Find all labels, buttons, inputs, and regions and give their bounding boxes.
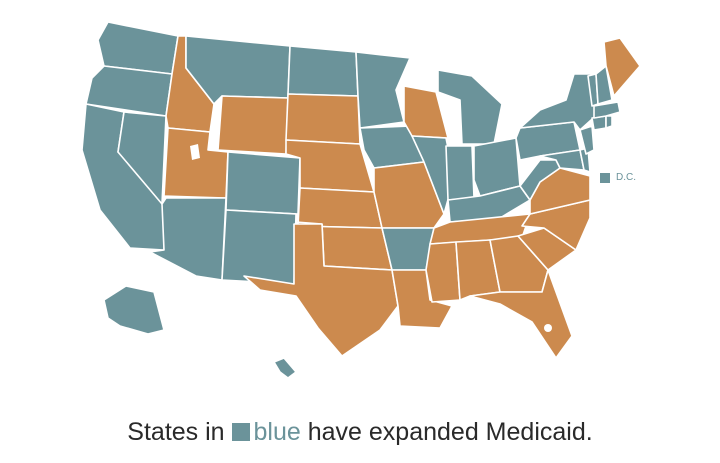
caption-before: States in (127, 418, 225, 446)
state-ne (285, 139, 375, 193)
caption: States in blue have expanded Medicaid. (0, 418, 720, 447)
state-nd (287, 45, 359, 97)
state-nm (221, 209, 297, 285)
state-me (603, 37, 641, 97)
dc-legend: D.C. (600, 172, 636, 183)
lake-okeechobee (544, 324, 552, 332)
caption-after: have expanded Medicaid. (307, 418, 593, 446)
state-nh (595, 65, 613, 105)
state-in (445, 145, 475, 201)
state-ri (605, 115, 613, 129)
state-ak (103, 285, 165, 335)
state-or (85, 65, 173, 117)
dc-swatch (600, 172, 610, 183)
state-mn (355, 51, 411, 129)
caption-highlight: blue (253, 418, 301, 446)
caption-blue-swatch (231, 423, 250, 441)
dc-label: D.C. (616, 172, 636, 183)
state-ma (593, 101, 621, 119)
state-ks (297, 187, 383, 229)
state-mi (437, 69, 503, 145)
great-salt-lake (190, 144, 200, 160)
state-ny (519, 73, 601, 131)
state-tx (243, 223, 399, 357)
state-ms (425, 241, 461, 303)
state-wy (217, 95, 289, 155)
state-co (225, 151, 301, 215)
state-hi (273, 357, 297, 379)
state-fl (469, 269, 573, 359)
state-nj (579, 125, 595, 155)
state-md (539, 149, 585, 171)
states-layer (81, 21, 641, 379)
state-sd (285, 93, 361, 145)
